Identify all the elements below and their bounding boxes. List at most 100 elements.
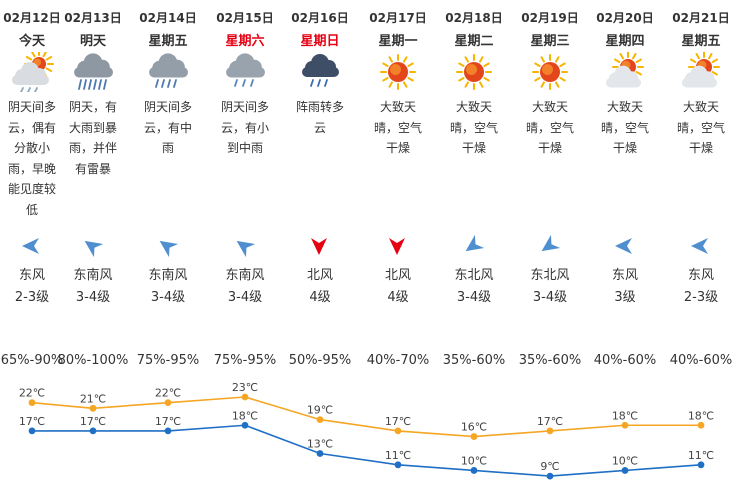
wind-level: 3-4级: [227, 290, 263, 305]
wind-arrow-northeast-icon: [541, 234, 560, 252]
day-column: 02月12日 今天 阴天间多云，偶有分散小雨，早晚能见度较低 东风 2-3级: [0, 0, 70, 330]
moderate-rain-icon: [148, 53, 188, 88]
high-temperature-point: [241, 393, 249, 401]
day-date: 02月17日: [369, 11, 427, 25]
humidity-range: 40%-70%: [366, 353, 430, 368]
humidity-range: 80%-100%: [57, 353, 129, 368]
day-weekday: 星期三: [530, 34, 570, 49]
day-date: 02月19日: [521, 11, 579, 25]
wind-direction: 东风: [687, 268, 714, 283]
wind-level: 3级: [614, 290, 636, 305]
wind-arrow-east-icon: [690, 238, 708, 254]
day-weekday: 星期五: [681, 34, 721, 49]
wind-level: 4级: [309, 290, 331, 305]
wind-arrow-southeast-icon: [159, 240, 178, 258]
day-description: 阵雨转多云: [295, 100, 344, 135]
day-weekday: 星期一: [378, 34, 418, 49]
high-temperature-point: [316, 416, 324, 423]
day-description: 大致天晴，空气干燥: [449, 100, 498, 155]
day-column: 02月15日 星期六 阴天间多云，有小到中雨 东南风 3-4级: [208, 0, 283, 330]
low-temperature-point: [241, 421, 249, 429]
day-description: 阴天间多云，有中雨: [143, 100, 192, 155]
low-temperature-label: 18℃: [232, 409, 258, 422]
day-date: 02月12日: [3, 11, 61, 25]
day-weekday: 星期六: [225, 34, 265, 49]
low-temperature-label: 10℃: [612, 454, 638, 467]
high-temperature-label: 19℃: [307, 404, 333, 417]
low-temperature-label: 11℃: [688, 449, 714, 462]
day-column: 02月14日 星期五 阴天间多云，有中雨 东南风 3-4级: [131, 0, 206, 330]
day-date: 02月21日: [672, 11, 730, 25]
day-description: 阴天间多云，偶有分散小雨，早晚能见度较低: [7, 100, 56, 217]
wind-arrow-east-icon: [21, 238, 39, 254]
wind-direction: 东南风: [73, 268, 113, 283]
high-temperature-point: [697, 421, 705, 429]
day-date: 02月18日: [445, 11, 503, 25]
day-weekday: 星期日: [300, 34, 340, 49]
wind-arrow-east-icon: [614, 238, 632, 254]
day-column: 02月18日 星期二 大致天晴，空气干燥 东北风 3-4级: [437, 0, 512, 330]
humidity-range: 65%-90%: [0, 353, 64, 368]
high-temperature-label: 17℃: [537, 415, 563, 428]
sunny-cloud-icon: [681, 52, 720, 88]
wind-direction: 北风: [384, 268, 411, 283]
shower-icon: [301, 54, 339, 87]
day-column: 02月13日 明天 阴天，有大雨到暴雨，并伴有雷暴 东南风 3-4级: [56, 0, 131, 330]
low-temperature-label: 11℃: [385, 449, 411, 462]
wind-direction: 东北风: [454, 268, 494, 283]
high-temperature-point: [164, 399, 172, 407]
wind-arrow-southeast-icon: [236, 240, 255, 258]
cloudy-sun-rain-icon: [11, 52, 54, 92]
high-temperature-point: [546, 427, 554, 435]
light-rain-icon: [225, 53, 265, 87]
wind-direction: 东南风: [225, 268, 265, 283]
wind-arrow-north-icon: [388, 238, 405, 255]
day-column: 02月16日 星期日 阵雨转多云 北风 4级: [283, 0, 358, 330]
high-temperature-label: 22℃: [155, 387, 181, 400]
low-temperature-label: 17℃: [155, 415, 181, 428]
day-date: 02月20日: [596, 11, 654, 25]
low-temperature-point: [470, 467, 478, 474]
wind-level: 3-4级: [150, 290, 186, 305]
heavy-rain-icon: [73, 53, 113, 90]
high-temperature-line: [31, 396, 701, 438]
day-description: 大致天晴，空气干燥: [525, 100, 574, 155]
sunny-cloud-icon: [605, 52, 644, 88]
low-temperature-label: 10℃: [461, 454, 487, 467]
day-weekday: 星期二: [454, 34, 494, 49]
wind-arrow-southeast-icon: [84, 240, 103, 258]
day-date: 02月14日: [139, 11, 197, 25]
day-date: 02月16日: [291, 11, 349, 25]
wind-level: 3-4级: [532, 290, 568, 305]
high-temperature-point: [28, 399, 36, 407]
day-date: 02月13日: [64, 11, 122, 25]
humidity-range: 50%-95%: [288, 353, 352, 368]
day-column: 02月20日 星期四 大致天晴，空气干燥 东风 3级: [588, 0, 663, 330]
low-temperature-point: [316, 450, 324, 457]
wind-arrow-north-icon: [310, 238, 327, 255]
high-temperature-label: 17℃: [385, 415, 411, 428]
day-description: 大致天晴，空气干燥: [600, 100, 649, 155]
humidity-row: 65%-90% 80%-100% 75%-95% 75%-95% 50%-95% 40%-…: [0, 353, 749, 375]
wind-direction: 东风: [611, 268, 638, 283]
humidity-range: 75%-95%: [213, 353, 277, 368]
day-date: 02月15日: [216, 11, 274, 25]
humidity-range: 75%-95%: [136, 353, 200, 368]
low-temperature-point: [697, 461, 705, 469]
wind-direction: 东南风: [148, 268, 188, 283]
wind-level: 2-3级: [14, 290, 50, 305]
sunny-icon: [379, 54, 416, 90]
low-temperature-label: 13℃: [307, 438, 333, 451]
high-temperature-label: 16℃: [461, 421, 487, 434]
humidity-range: 35%-60%: [518, 353, 582, 368]
day-description: 大致天晴，空气干燥: [373, 100, 422, 155]
wind-direction: 东北风: [530, 268, 570, 283]
high-temperature-label: 18℃: [688, 409, 714, 422]
high-temperature-label: 21℃: [80, 392, 106, 405]
low-temperature-point: [546, 472, 554, 480]
wind-direction: 东风: [18, 268, 45, 283]
day-description: 阴天，有大雨到暴雨，并伴有雷暴: [68, 100, 117, 176]
wind-level: 4级: [387, 290, 409, 305]
low-temperature-point: [89, 427, 97, 435]
high-temperature-label: 23℃: [232, 381, 258, 394]
